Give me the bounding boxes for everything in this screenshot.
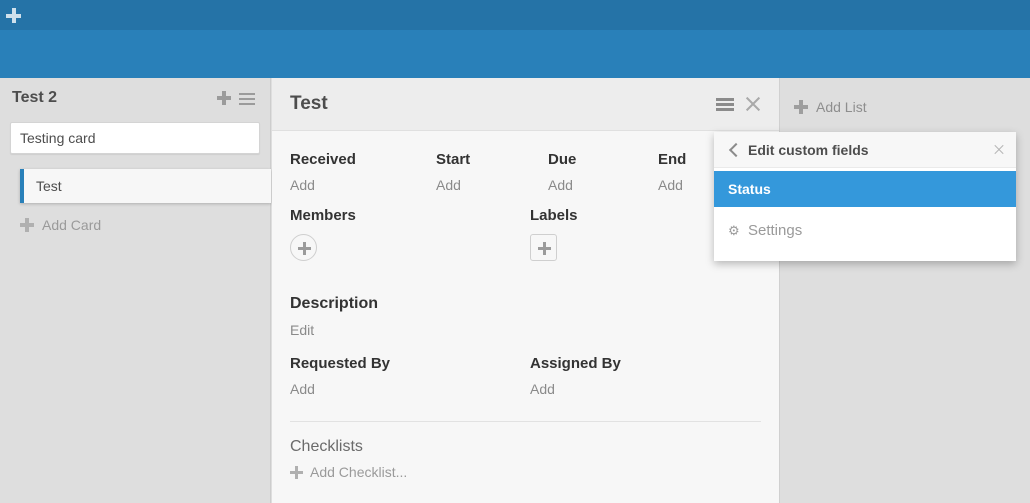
card-composer-value: Testing card <box>20 130 96 146</box>
members-field: Members <box>290 207 356 261</box>
settings-label: Settings <box>748 221 803 239</box>
add-card-button[interactable]: Add Card <box>20 217 101 233</box>
field-value[interactable]: Add <box>290 381 315 397</box>
members-labels-row: Members Labels <box>290 207 761 289</box>
date-field-due: Due Add <box>548 151 576 193</box>
field-value[interactable]: Add <box>530 381 555 397</box>
add-checklist-button[interactable]: Add Checklist... <box>290 464 761 480</box>
edit-description-button[interactable]: Edit <box>290 322 315 338</box>
people-row: Requested By Add Assigned By Add <box>290 355 761 417</box>
field-label: End <box>658 151 687 168</box>
field-value[interactable]: Add <box>548 177 573 193</box>
chevron-left-icon[interactable] <box>726 142 742 158</box>
field-label: Received <box>290 151 356 168</box>
field-label: Labels <box>530 207 578 224</box>
field-value[interactable]: Add <box>658 177 683 193</box>
board-header-bar <box>0 30 1030 78</box>
date-field-received: Received Add <box>290 151 356 193</box>
field-label: Checklists <box>290 438 363 455</box>
hamburger-icon[interactable] <box>236 87 258 109</box>
popover-header: Edit custom fields <box>714 132 1016 168</box>
labels-field: Labels <box>530 207 578 261</box>
field-label: Requested By <box>290 355 391 372</box>
add-list-label: Add List <box>816 99 867 115</box>
field-label: Due <box>548 151 577 168</box>
field-value[interactable]: Add <box>290 177 315 193</box>
close-icon[interactable] <box>741 92 765 116</box>
field-label: Start <box>436 151 471 168</box>
add-member-button[interactable] <box>290 234 317 261</box>
plus-icon <box>290 465 303 479</box>
plus-icon[interactable] <box>214 87 236 109</box>
list-header: Test 2 <box>0 78 270 118</box>
hamburger-icon[interactable] <box>713 92 737 116</box>
assigned-by-field: Assigned By Add <box>530 355 621 397</box>
board-canvas: Test 2 Testing card Test Add Card Test <box>0 78 1030 503</box>
card-detail-body: Received Add Start Add Due Add End Add <box>272 131 779 480</box>
gear-icon: ⚙ <box>728 222 740 238</box>
custom-field-label: Status <box>728 181 771 197</box>
field-label: Description <box>290 295 379 312</box>
divider <box>290 421 761 422</box>
dates-row: Received Add Start Add Due Add End Add <box>290 151 761 207</box>
list-title: Test 2 <box>12 89 58 106</box>
card-title: Test <box>36 178 62 194</box>
field-label: Members <box>290 207 356 224</box>
board-list: Test 2 Testing card Test Add Card <box>0 78 271 503</box>
settings-button[interactable]: ⚙ Settings <box>714 207 1016 253</box>
plus-icon <box>794 100 808 114</box>
add-label-button[interactable] <box>530 234 557 261</box>
plus-icon[interactable] <box>6 8 22 24</box>
date-field-end: End Add <box>658 151 686 193</box>
popover-footer-spacer <box>714 253 1016 261</box>
field-value[interactable]: Add <box>436 177 461 193</box>
field-label: Assigned By <box>530 355 621 372</box>
card-detail-panel: Test Received Add Start Add Due <box>272 78 780 503</box>
add-card-label: Add Card <box>42 217 102 233</box>
plus-icon <box>20 218 34 232</box>
description-section: Description Edit <box>290 295 761 338</box>
app-topbar <box>0 0 1030 30</box>
close-icon[interactable] <box>992 143 1006 157</box>
custom-field-item-status[interactable]: Status <box>714 171 1016 207</box>
popover-title: Edit custom fields <box>748 141 869 158</box>
date-field-start: Start Add <box>436 151 470 193</box>
requested-by-field: Requested By Add <box>290 355 390 397</box>
add-list-button[interactable]: Add List <box>794 99 867 115</box>
list-item[interactable]: Test <box>20 169 271 203</box>
edit-custom-fields-popover: Edit custom fields Status ⚙ Settings <box>714 132 1016 261</box>
add-checklist-label: Add Checklist... <box>310 464 408 480</box>
card-detail-header: Test <box>272 78 779 131</box>
card-composer-input[interactable]: Testing card <box>10 122 260 154</box>
page-title: Test <box>290 93 328 114</box>
checklists-section: Checklists Add Checklist... <box>290 438 761 480</box>
